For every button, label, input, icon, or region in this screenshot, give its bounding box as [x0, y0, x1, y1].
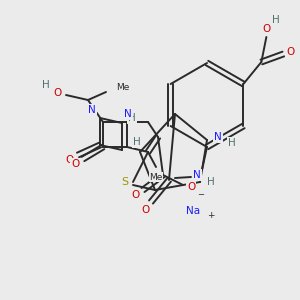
Text: H: H: [228, 138, 236, 148]
Text: O: O: [131, 190, 139, 200]
Text: H: H: [133, 137, 141, 147]
Text: Me: Me: [116, 83, 129, 92]
Text: N: N: [214, 132, 222, 142]
Text: O: O: [187, 182, 195, 192]
Text: O: O: [286, 47, 295, 57]
Text: S: S: [122, 177, 129, 187]
Text: H: H: [272, 15, 280, 25]
Text: Me: Me: [149, 172, 163, 182]
Text: O: O: [71, 159, 79, 169]
Text: N: N: [193, 170, 201, 180]
Text: O: O: [142, 205, 150, 215]
Text: Na: Na: [186, 206, 200, 216]
Text: O: O: [262, 24, 271, 34]
Text: O: O: [54, 88, 62, 98]
Text: N: N: [88, 105, 96, 115]
Text: N: N: [124, 109, 132, 119]
Text: −: −: [197, 190, 205, 200]
Text: H: H: [42, 80, 50, 90]
Text: H: H: [128, 113, 136, 123]
Text: +: +: [207, 211, 215, 220]
Text: H: H: [207, 177, 215, 187]
Text: O: O: [66, 155, 74, 165]
